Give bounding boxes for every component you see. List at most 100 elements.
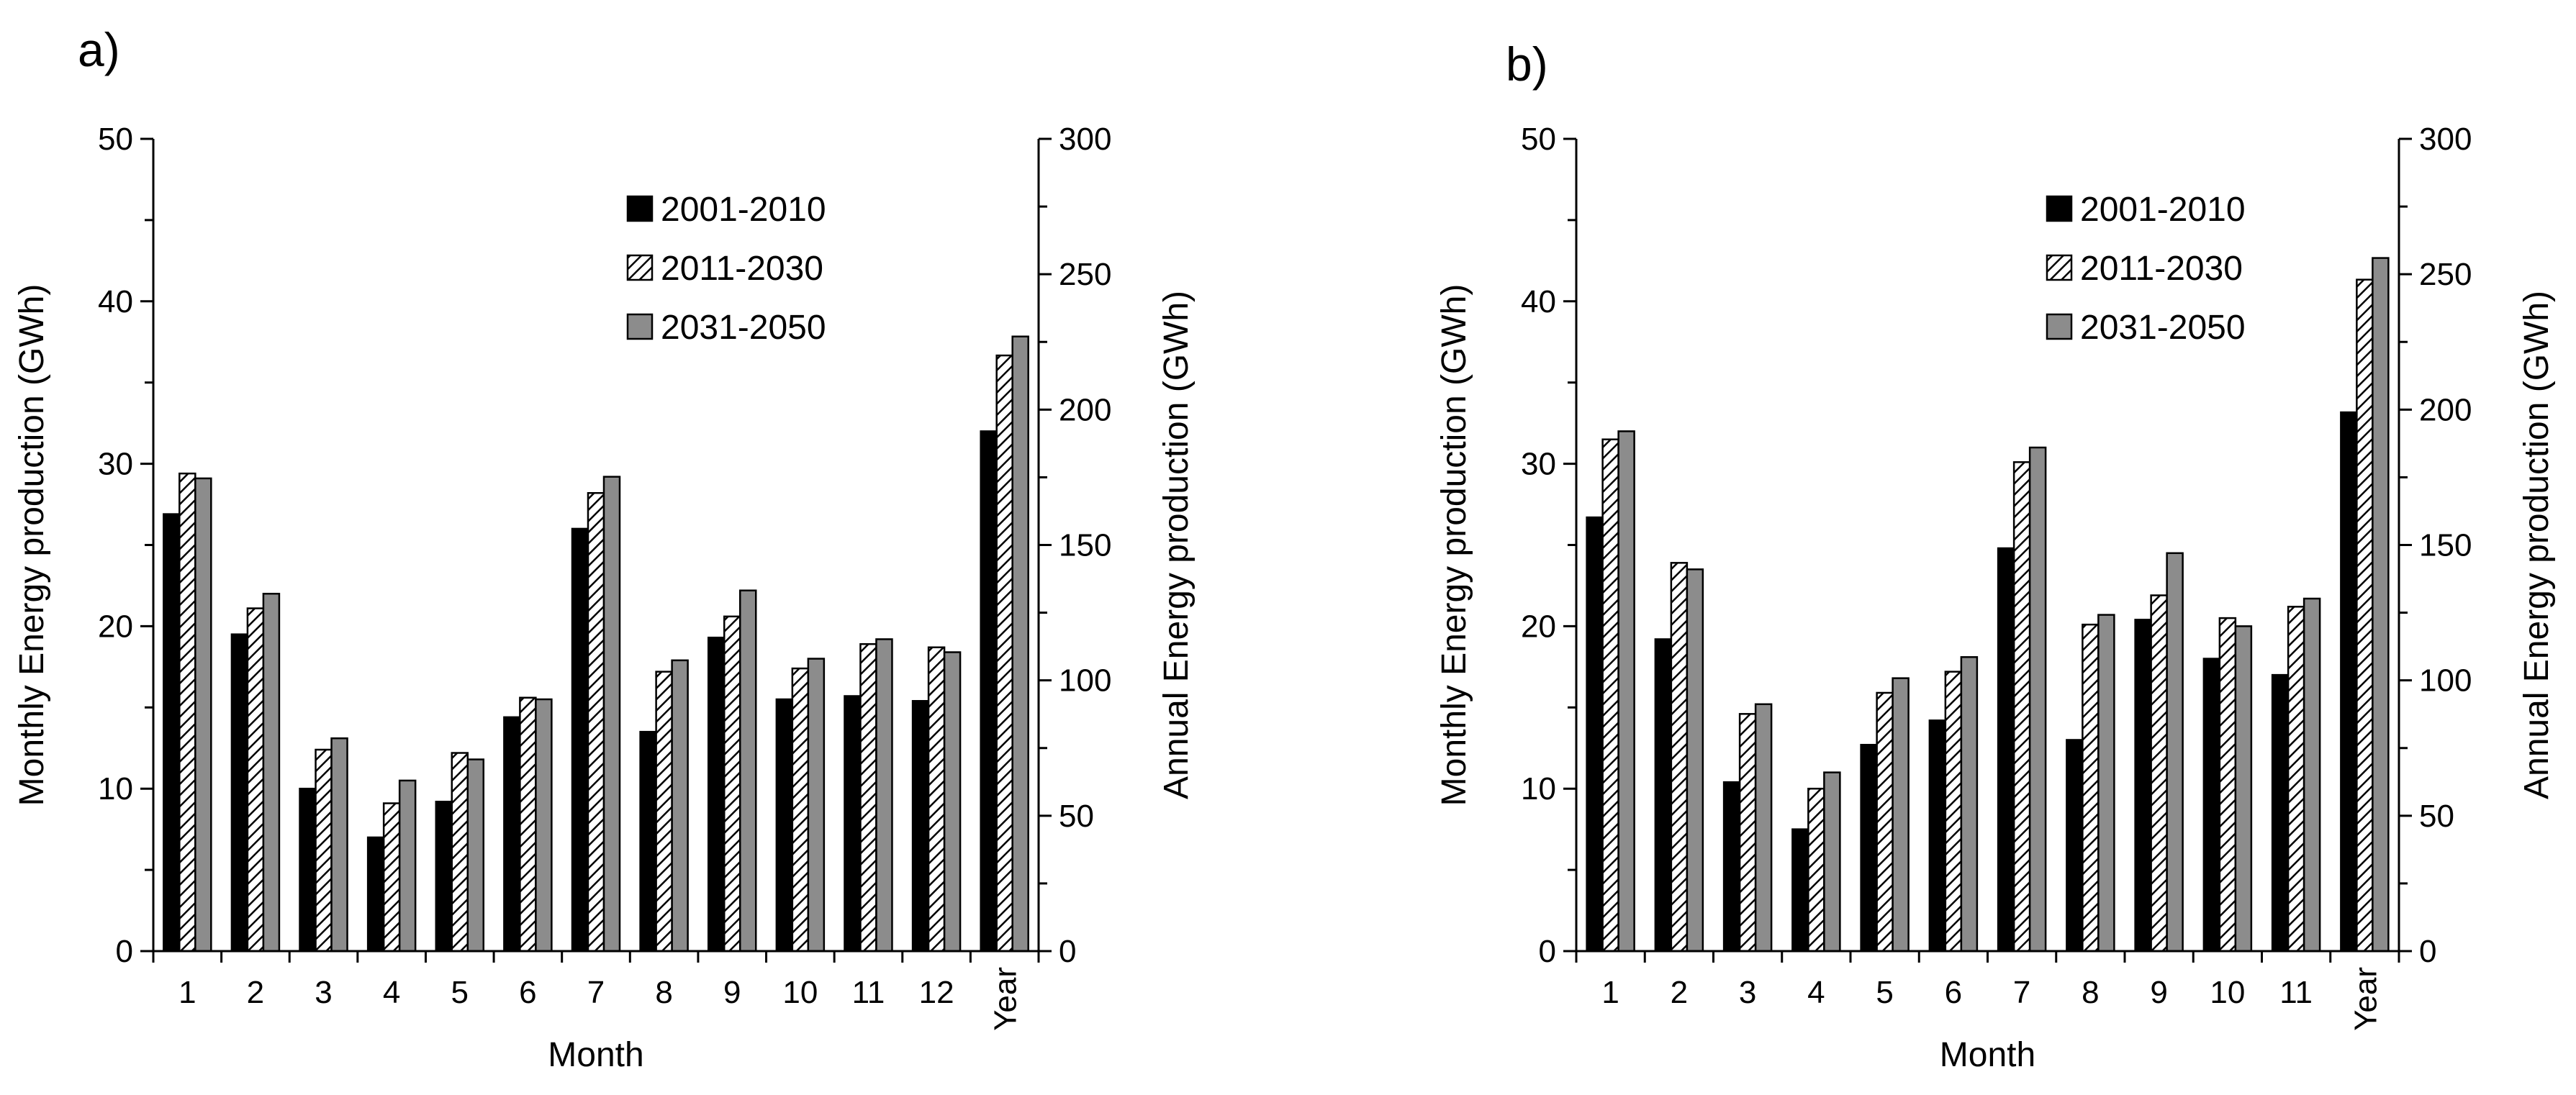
bar-2031-2050-6 (535, 698, 553, 953)
y-tick-label-right: 50 (2419, 799, 2454, 834)
bar-2011-2030-Year (2356, 278, 2374, 953)
bar-2011-2030-Year (995, 354, 1013, 953)
bar-2031-2050-8 (671, 659, 689, 953)
x-tick-label: 8 (2082, 975, 2099, 1010)
bar-2011-2030-10 (791, 667, 810, 953)
bar-2011-2030-9 (723, 615, 741, 953)
bar-2001-2010-7 (571, 527, 589, 953)
bar-2011-2030-7 (2012, 461, 2031, 953)
y-tick-label-right: 0 (1059, 934, 1076, 969)
x-tick-label: 10 (782, 975, 818, 1010)
y-tick-label-right: 300 (2419, 122, 2472, 157)
bar-2001-2010-11 (2271, 673, 2290, 953)
legend-label: 2001-2010 (661, 191, 826, 229)
y-tick-label-left: 50 (1521, 122, 1556, 157)
y-tick-label-right: 50 (1059, 799, 1094, 834)
y-tick-label-right: 150 (1059, 528, 1111, 563)
x-tick-label: 1 (178, 975, 196, 1010)
legend-label: 2011-2030 (2080, 250, 2243, 288)
legend: 2001-2010 2011-2030 2031-2050 (626, 191, 826, 347)
legend-swatch (2046, 195, 2073, 222)
bar-2031-2050-8 (2097, 614, 2115, 953)
bar-2031-2050-3 (1754, 703, 1773, 953)
bar-2001-2010-4 (366, 836, 385, 953)
bar-2031-2050-7 (2028, 446, 2047, 953)
y-tick-label-left: 0 (116, 934, 133, 969)
panel-b-chart: b) 1 2 3 4 5 6 7 8 9 10 11 Year 0 10 20 30 40 50 0 50 100 150 2… (1435, 37, 2556, 1074)
x-tick-label: 2 (247, 975, 264, 1010)
x-tick-label: 2 (1671, 975, 1688, 1010)
y-tick-label-left: 10 (98, 771, 133, 807)
legend-label: 2001-2010 (2080, 191, 2246, 229)
y-tick-label-left: 10 (1521, 771, 1556, 807)
x-tick-label: 12 (919, 975, 954, 1010)
x-tick-label: Year (2348, 967, 2383, 1031)
bar-2031-2050-9 (738, 589, 757, 953)
bar-2011-2030-11 (2287, 606, 2305, 953)
y-tick-label-left: 20 (98, 609, 133, 644)
bar-2001-2010-11 (844, 695, 862, 953)
bar-2011-2030-11 (859, 642, 877, 953)
bar-2031-2050-10 (2234, 625, 2253, 953)
x-tick-label: 3 (1739, 975, 1756, 1010)
y-tick-label-right: 200 (2419, 392, 2472, 427)
bar-2031-2050-1 (1617, 430, 1635, 953)
bar-2001-2010-9 (2134, 619, 2152, 953)
legend-label: 2031-2050 (2080, 309, 2246, 347)
bar-2011-2030-1 (178, 472, 196, 953)
y-tick-label-right: 200 (1059, 392, 1111, 427)
bar-2011-2030-2 (1670, 562, 1689, 953)
bar-2001-2010-10 (2202, 658, 2221, 953)
panel-a-chart: a)1 2 3 4 5 6 7 8 9 10 11 12 Year0102030405005010015… (13, 23, 1196, 1074)
bar-2001-2010-8 (639, 730, 657, 953)
bar-2031-2050-2 (262, 592, 281, 953)
legend-label: 2011-2030 (661, 250, 823, 288)
bar-2031-2050-11 (875, 638, 893, 953)
bar-2001-2010-1 (163, 513, 181, 953)
legend-swatch (626, 313, 654, 340)
bar-2011-2030-8 (655, 671, 673, 953)
x-axis-label: Month (548, 1036, 643, 1074)
bar-2001-2010-2 (230, 633, 249, 953)
bar-2031-2050-5 (466, 758, 485, 953)
bar-2001-2010-5 (435, 801, 453, 953)
y-tick-label-left: 40 (98, 284, 133, 319)
y-tick-label-left: 50 (98, 122, 133, 157)
bar-2031-2050-Year (1011, 335, 1029, 953)
bar-2011-2030-4 (1807, 787, 1825, 953)
y-axis-label-left: Monthly Energy production (GWh) (13, 284, 51, 807)
bar-2001-2010-6 (1928, 719, 1947, 953)
y-tick-label-left: 0 (1539, 934, 1556, 969)
legend-label: 2031-2050 (661, 309, 826, 347)
bar-2001-2010-9 (707, 636, 726, 953)
bar-2031-2050-1 (194, 477, 212, 953)
y-tick-label-right: 100 (1059, 663, 1111, 699)
x-tick-label: 10 (2210, 975, 2245, 1010)
x-tick-label: 5 (1876, 975, 1893, 1010)
y-tick-label-right: 150 (2419, 528, 2472, 563)
bar-2001-2010-1 (1586, 516, 1604, 953)
bar-2031-2050-Year (2372, 257, 2390, 953)
bar-2031-2050-11 (2302, 597, 2321, 953)
bar-2031-2050-7 (602, 476, 621, 953)
y-axis-label-left: Monthly Energy production (GWh) (1435, 284, 1473, 807)
bar-2001-2010-3 (299, 787, 317, 953)
x-tick-label: 3 (315, 975, 332, 1010)
bar-2031-2050-3 (330, 737, 348, 953)
bar-2031-2050-9 (2166, 552, 2184, 953)
x-tick-label: 5 (451, 975, 469, 1010)
bar-2031-2050-5 (1892, 677, 1910, 953)
y-tick-label-right: 250 (2419, 257, 2472, 292)
legend-swatch (2046, 254, 2073, 281)
x-tick-label: 11 (852, 975, 885, 1010)
legend-swatch (2046, 313, 2073, 340)
y-tick-label-right: 250 (1059, 257, 1111, 292)
x-axis-label: Month (1940, 1036, 2035, 1074)
legend-swatch (626, 195, 654, 222)
y-tick-label-left: 40 (1521, 284, 1556, 319)
x-tick-label: 6 (519, 975, 536, 1010)
y-tick-label-left: 30 (98, 447, 133, 482)
bar-2011-2030-7 (587, 491, 605, 953)
x-tick-label: 9 (2150, 975, 2167, 1010)
